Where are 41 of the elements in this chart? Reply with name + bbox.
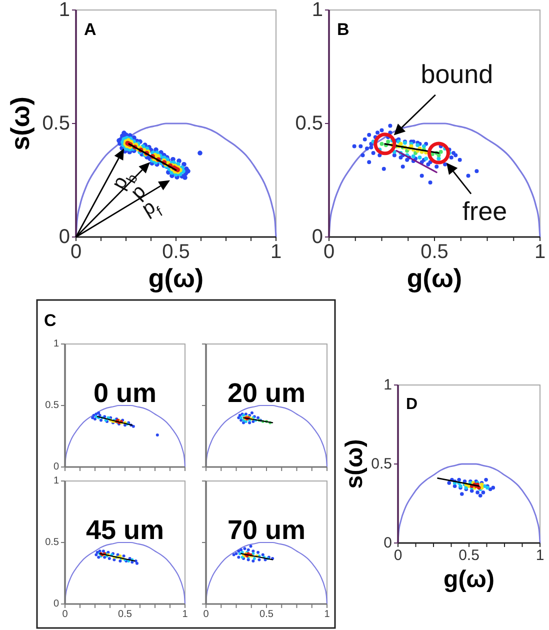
- text: 0 um: [93, 378, 157, 408]
- y-tick-label: 0.5: [45, 537, 60, 548]
- x-tick-label: 1: [534, 241, 546, 263]
- text: B: [337, 20, 350, 39]
- x-tick-label: 0.5: [162, 241, 190, 263]
- y-tick-label: 0.5: [295, 112, 323, 134]
- annotation: free: [462, 196, 508, 226]
- y-tick-label: 0.5: [371, 456, 392, 472]
- y-tick-label: 0: [53, 598, 60, 610]
- y-tick-label: 0: [53, 462, 60, 472]
- text: 70 um: [227, 514, 306, 545]
- text: 20 um: [227, 378, 306, 408]
- chart-title: C: [44, 311, 56, 330]
- x-axis-title: g(ω): [406, 263, 462, 293]
- y-tick-label: 1: [53, 476, 60, 486]
- y-tick-label: 0: [312, 226, 323, 248]
- x-tick-label: 0.5: [458, 547, 480, 564]
- annotation: bound: [420, 58, 494, 89]
- x-tick-label: 0.5: [118, 609, 132, 620]
- text: A: [84, 20, 96, 39]
- y-tick-label: 0: [58, 226, 70, 248]
- x-tick-label: 0: [203, 609, 210, 620]
- x-tick-label: 1: [182, 609, 188, 620]
- y-axis-title: s(ω): [340, 439, 368, 489]
- y-tick-label: 1: [312, 0, 323, 21]
- y-axis-title: s(ω): [5, 96, 35, 150]
- y-tick-label: 1: [53, 338, 60, 350]
- y-tick-label: 1: [384, 376, 392, 394]
- x-axis-title: g(ω): [148, 263, 204, 293]
- y-tick-label: 1: [58, 0, 70, 21]
- x-tick-label: 1: [324, 609, 330, 620]
- text: 45 um: [86, 514, 164, 545]
- text: D: [406, 396, 418, 413]
- x-tick-label: 1: [270, 241, 282, 263]
- x-tick-label: 0.5: [260, 609, 274, 620]
- x-axis-title: g(ω): [444, 566, 494, 593]
- x-tick-label: 1: [536, 547, 544, 564]
- x-tick-label: 0.5: [420, 241, 448, 263]
- y-tick-label: 0.5: [42, 112, 70, 134]
- y-tick-label: 0.5: [45, 400, 60, 411]
- y-tick-label: 0: [384, 534, 392, 552]
